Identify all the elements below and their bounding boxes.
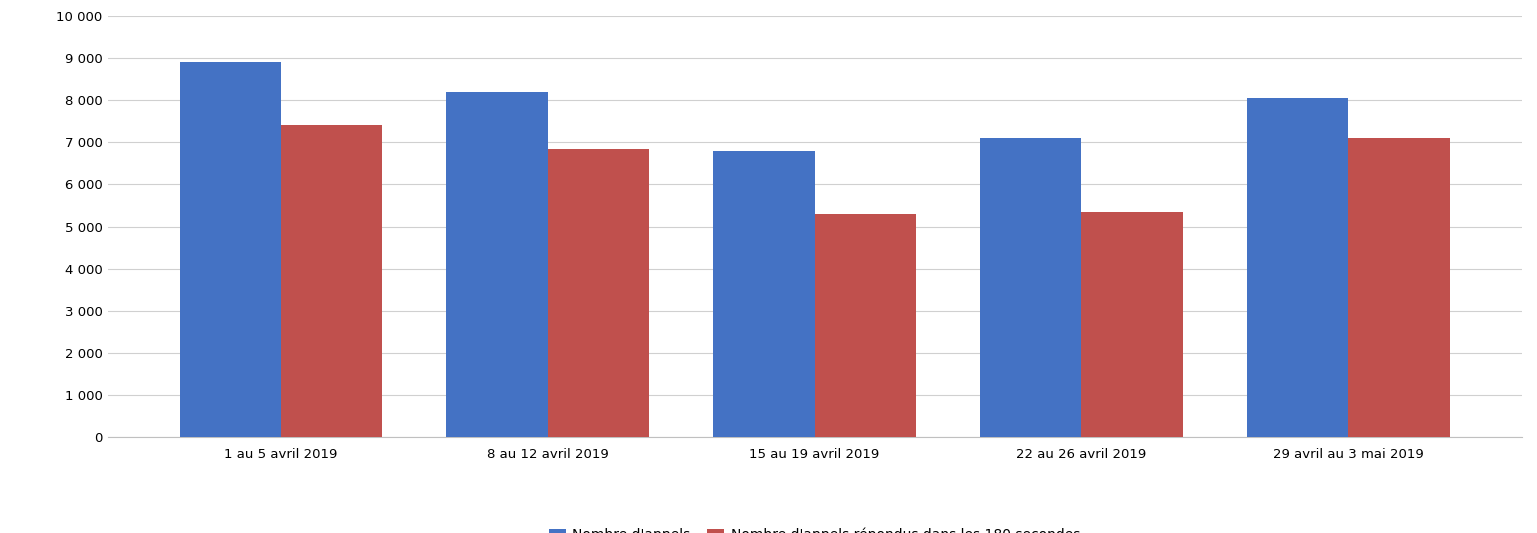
Bar bbox=[1082, 212, 1183, 437]
Bar bbox=[281, 125, 383, 437]
Bar bbox=[815, 214, 916, 437]
Bar bbox=[547, 149, 649, 437]
Bar bbox=[1348, 138, 1449, 437]
Legend: Nombre d'appels, Nombre d'appels répondus dans les 180 secondes: Nombre d'appels, Nombre d'appels répondu… bbox=[543, 522, 1087, 533]
Bar bbox=[981, 138, 1082, 437]
Bar bbox=[446, 92, 547, 437]
Bar bbox=[1247, 98, 1348, 437]
Bar bbox=[180, 62, 281, 437]
Bar bbox=[713, 151, 815, 437]
